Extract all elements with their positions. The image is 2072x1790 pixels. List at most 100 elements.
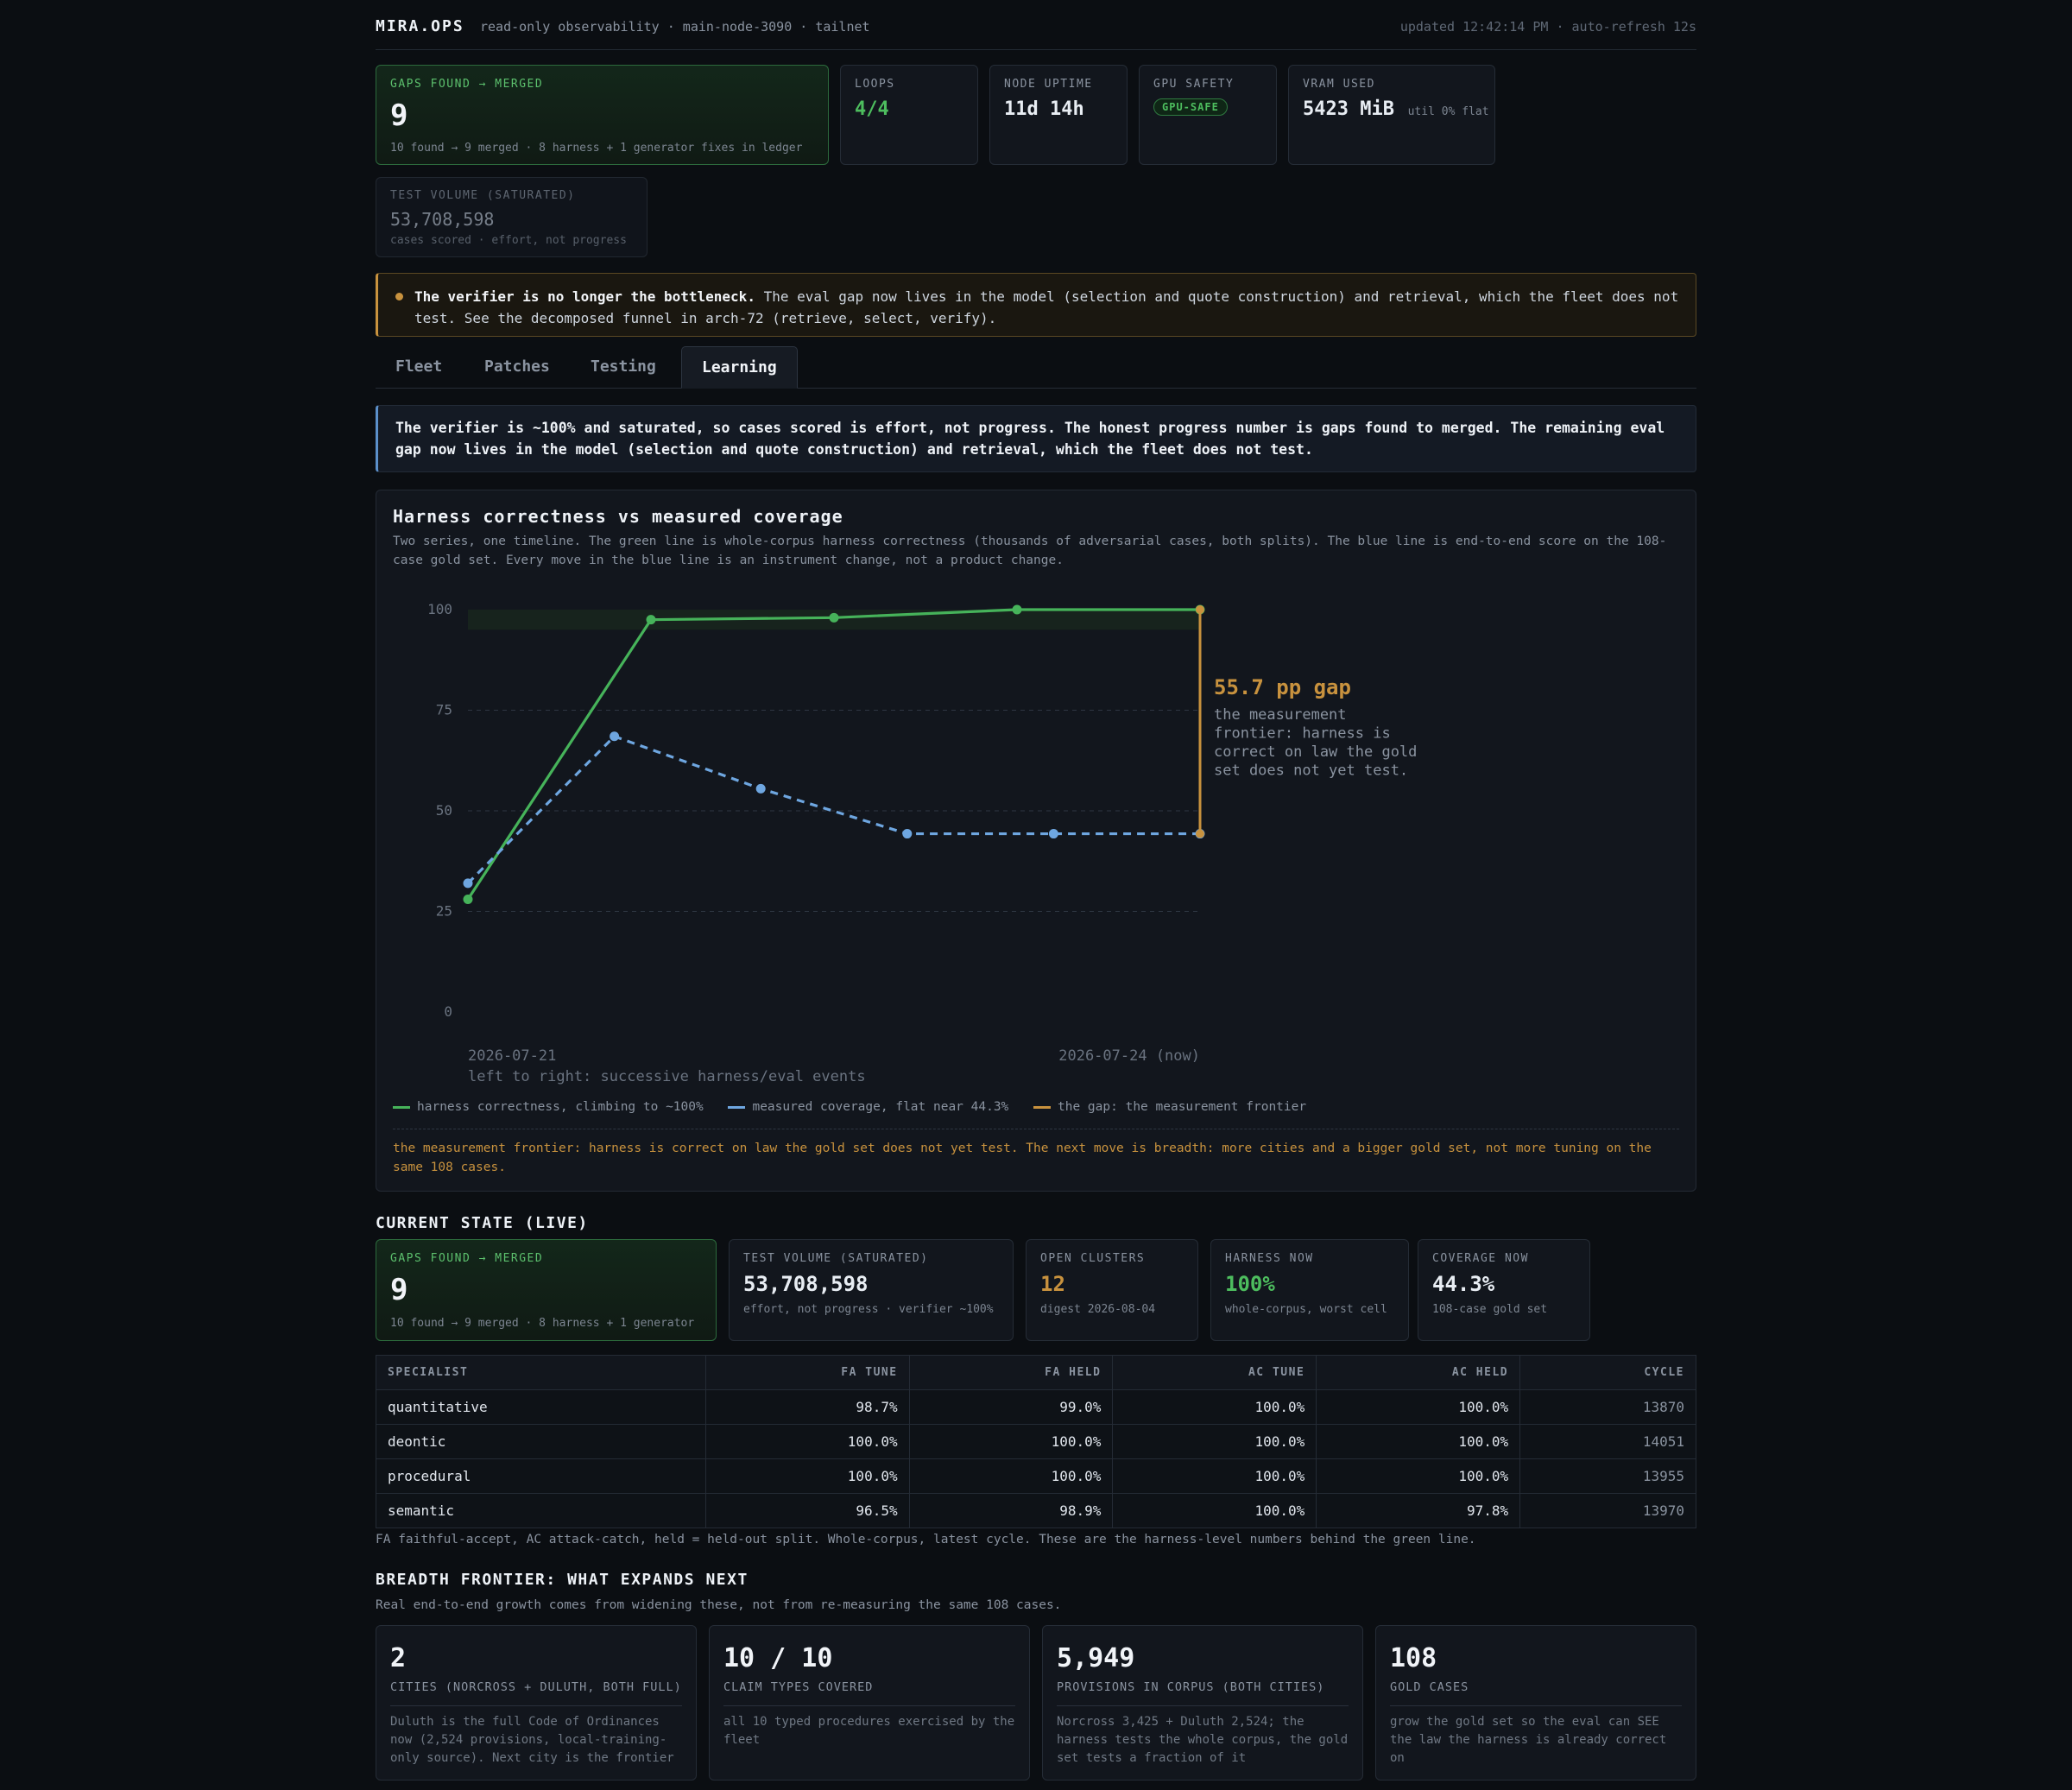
cell-ac-held: 100.0%	[1316, 1389, 1521, 1425]
gaps-value: 9	[390, 98, 408, 133]
breadth-cities-text: Duluth is the full Code of Ordinances no…	[390, 1715, 674, 1765]
state-volume-value: 53,708,598	[743, 1272, 869, 1296]
updated-timestamp: updated 12:42:14 PM · auto-refresh 12s	[1399, 19, 1696, 35]
col-fa-held[interactable]: FA HELD	[908, 1355, 1114, 1390]
tab-testing[interactable]: Testing	[591, 357, 656, 376]
gap-annotation-line: correct on law the gold	[1214, 743, 1417, 761]
tab-learning[interactable]: Learning	[681, 346, 798, 389]
alert-bold: The verifier is no longer the bottleneck…	[414, 288, 755, 305]
state-clusters-value: 12	[1040, 1272, 1065, 1296]
state-coverage-sub: 108-case gold set	[1432, 1303, 1548, 1316]
legend-swatch-coverage	[728, 1105, 746, 1109]
state-harness-sub: whole-corpus, worst cell	[1225, 1303, 1387, 1316]
legend-label-harness: harness correctness, climbing to ~100%	[417, 1100, 704, 1114]
y-tick-label: 0	[444, 1003, 452, 1020]
state-coverage-value: 44.3%	[1432, 1272, 1495, 1296]
loops-label: LOOPS	[855, 78, 895, 91]
header-subtitle: read-only observability · main-node-3090…	[480, 19, 870, 35]
gap-end-top	[1196, 605, 1204, 614]
tab-patches[interactable]: Patches	[484, 357, 550, 376]
chart-title: Harness correctness vs measured coverage	[393, 506, 843, 527]
callout-text: The verifier is ~100% and saturated, so …	[395, 420, 1665, 458]
cell-cycle: 14051	[1519, 1424, 1696, 1459]
state-volume-label: TEST VOLUME (SATURATED)	[743, 1252, 929, 1265]
gpu-safe-badge: GPU-SAFE	[1153, 98, 1228, 116]
cell-fa-held: 98.9%	[908, 1493, 1114, 1528]
cell-cycle: 13870	[1519, 1389, 1696, 1425]
state-coverage-label: COVERAGE NOW	[1432, 1252, 1529, 1265]
breadth-card-gold: 108 GOLD CASES grow the gold set so the …	[1375, 1625, 1696, 1781]
cell-ac-tune: 100.0%	[1112, 1389, 1317, 1425]
chart-legend: harness correctness, climbing to ~100% m…	[393, 1100, 1323, 1114]
alert-text: The verifier is no longer the bottleneck…	[414, 286, 1679, 329]
chart-description: Two series, one timeline. The green line…	[393, 534, 1667, 567]
breadth-cities-value: 2	[390, 1643, 407, 1673]
state-volume-sub: effort, not progress · verifier ~100%	[743, 1303, 994, 1316]
cell-ac-held: 97.8%	[1316, 1493, 1521, 1528]
specialist-table: SPECIALIST FA TUNE FA HELD AC TUNE AC HE…	[376, 1355, 1696, 1528]
cell-ac-held: 100.0%	[1316, 1424, 1521, 1459]
chart-frontier-note: the measurement frontier: harness is cor…	[393, 1142, 1652, 1174]
table-row: deontic 100.0% 100.0% 100.0% 100.0% 1405…	[376, 1424, 1696, 1459]
gap-title: 55.7 pp gap	[1214, 675, 1351, 699]
vram-label: VRAM USED	[1303, 78, 1375, 91]
gap-end-bottom	[1196, 829, 1204, 838]
breadth-title: BREADTH FRONTIER: WHAT EXPANDS NEXT	[376, 1571, 749, 1589]
tab-fleet[interactable]: Fleet	[395, 357, 443, 376]
brand-logo[interactable]: MIRA.OPS	[376, 17, 464, 35]
vram-card: VRAM USED 5423 MiB util 0% flat	[1288, 65, 1495, 165]
bottleneck-alert: The verifier is no longer the bottleneck…	[376, 273, 1696, 337]
table-row: quantitative 98.7% 99.0% 100.0% 100.0% 1…	[376, 1389, 1696, 1425]
point-harness	[463, 895, 473, 905]
gap-annotation-line: frontier: harness is	[1214, 725, 1391, 743]
cell-specialist: procedural	[376, 1458, 706, 1494]
legend-label-coverage: measured coverage, flat near 44.3%	[752, 1100, 1009, 1114]
tab-bar: Fleet Patches Testing Learning	[376, 346, 1696, 389]
col-cycle[interactable]: CYCLE	[1519, 1355, 1696, 1390]
gap-annotation-line: the measurement	[1214, 706, 1347, 724]
state-card-coverage: COVERAGE NOW 44.3% 108-case gold set	[1418, 1239, 1590, 1341]
chart-svg: 0 25 50 75 100 55.7 pp gap the measurementfron…	[427, 601, 1417, 1085]
gpu-safety-card: GPU SAFETY GPU-SAFE	[1139, 65, 1277, 165]
breadth-provisions-caption: PROVISIONS IN CORPUS (BOTH CITIES)	[1057, 1680, 1325, 1694]
state-card-gaps: GAPS FOUND → MERGED 9 10 found → 9 merge…	[376, 1239, 717, 1341]
series-line-coverage	[466, 734, 1200, 885]
breadth-claims-value: 10 / 10	[723, 1643, 833, 1673]
cell-cycle: 13955	[1519, 1458, 1696, 1494]
col-ac-tune[interactable]: AC TUNE	[1112, 1355, 1317, 1390]
breadth-provisions-divider	[1057, 1705, 1349, 1706]
series-line-harness	[466, 608, 1200, 901]
breadth-card-cities: 2 CITIES (NORCROSS + DULUTH, BOTH FULL) …	[376, 1625, 697, 1781]
cell-fa-tune: 96.5%	[704, 1493, 910, 1528]
cell-specialist: semantic	[376, 1493, 706, 1528]
breadth-gold-value: 108	[1390, 1643, 1437, 1673]
cell-fa-tune: 100.0%	[704, 1424, 910, 1459]
col-ac-held[interactable]: AC HELD	[1316, 1355, 1521, 1390]
state-card-clusters: OPEN CLUSTERS 12 digest 2026-08-04	[1026, 1239, 1198, 1341]
legend-item-harness: harness correctness, climbing to ~100%	[393, 1100, 704, 1114]
vram-value: 5423 MiB	[1303, 98, 1394, 120]
col-specialist[interactable]: SPECIALIST	[376, 1355, 706, 1390]
alert-dot-icon	[395, 293, 403, 300]
cell-specialist: quantitative	[376, 1389, 706, 1425]
col-fa-tune[interactable]: FA TUNE	[704, 1355, 910, 1390]
breadth-claims-divider	[723, 1705, 1015, 1706]
legend-label-gap: the gap: the measurement frontier	[1058, 1100, 1307, 1114]
gap-annotation-line: set does not yet test.	[1214, 762, 1408, 780]
cell-ac-tune: 100.0%	[1112, 1424, 1317, 1459]
breadth-claims-text: all 10 typed procedures exercised by the…	[723, 1715, 1015, 1747]
cell-fa-held: 100.0%	[908, 1424, 1114, 1459]
cell-fa-held: 99.0%	[908, 1389, 1114, 1425]
y-tick-label: 75	[436, 702, 452, 718]
uptime-value: 11d 14h	[1004, 98, 1084, 120]
y-tick-label: 50	[436, 802, 452, 819]
loops-card: LOOPS 4/4	[840, 65, 978, 165]
point-coverage	[755, 783, 766, 794]
x-end-label: 2026-07-24 (now)	[1058, 1047, 1200, 1065]
gpu-label: GPU SAFETY	[1153, 78, 1235, 91]
breadth-provisions-text: Norcross 3,425 + Duluth 2,524; the harne…	[1057, 1715, 1349, 1765]
point-coverage	[902, 829, 913, 839]
point-harness	[829, 612, 839, 623]
breadth-gold-caption: GOLD CASES	[1390, 1680, 1469, 1694]
alert-body: The eval gap now lives in the model (sel…	[414, 288, 1679, 326]
